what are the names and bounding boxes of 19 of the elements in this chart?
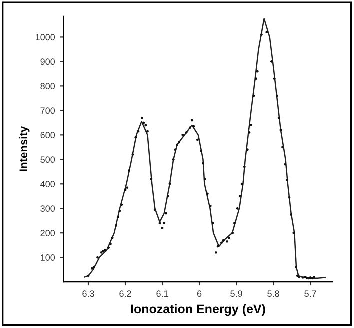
x-tick-label: 6.2 — [120, 290, 132, 298]
y-tick-label: 500 — [40, 156, 56, 164]
y-tick-label: 900 — [40, 58, 56, 66]
y-tick-label: 300 — [40, 206, 56, 212]
y-tick-label: 400 — [40, 181, 56, 188]
y-tick-label: 700 — [40, 108, 56, 114]
x-tick-label: 6 — [197, 290, 202, 298]
x-tick-label: 5.9 — [230, 290, 242, 298]
y-tick-label: 200 — [40, 230, 56, 236]
x-tick-label: 6.1 — [156, 290, 168, 298]
x-axis-title: Ionozation Energy (eV) — [131, 304, 266, 316]
y-tick-label: 100 — [41, 254, 56, 261]
x-tick-label: 5.7 — [304, 290, 316, 298]
y-tick-label: 600 — [40, 132, 56, 139]
y-tick-label: 1000 — [36, 34, 56, 41]
x-tick-label: 6.3 — [82, 290, 94, 298]
y-axis-title: Intensity — [19, 126, 30, 172]
y-tick-label: 800 — [40, 83, 56, 90]
x-tick-label: 5.8 — [268, 290, 280, 298]
